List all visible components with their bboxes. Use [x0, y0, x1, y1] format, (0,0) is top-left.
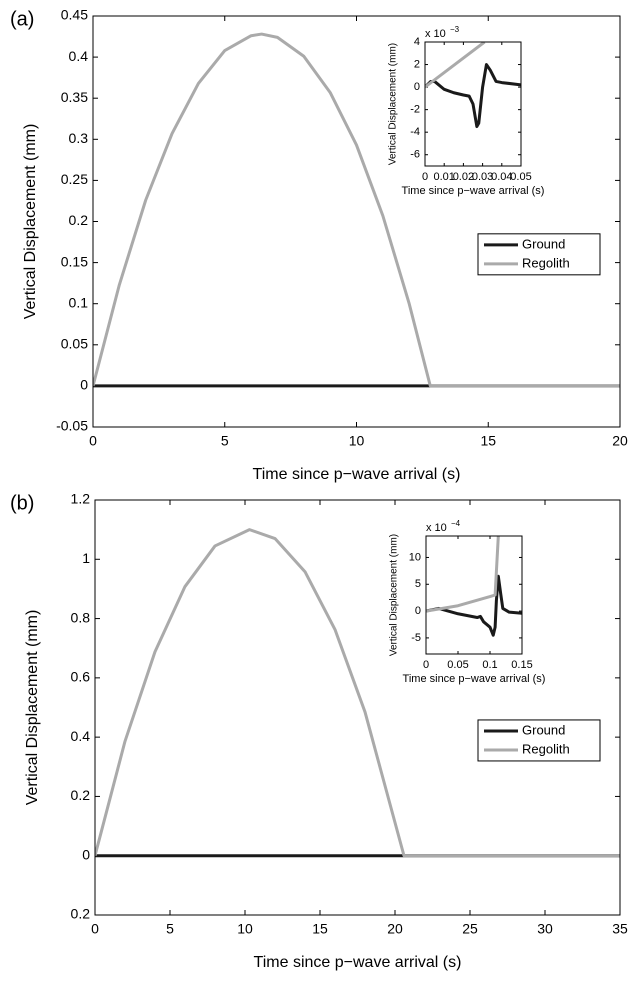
- exponent-power: −4: [451, 519, 461, 528]
- x-tick-label: 0.1: [482, 659, 497, 671]
- legend-label: Ground: [522, 722, 565, 737]
- x-axis-label: Time since p−wave arrival (s): [253, 466, 461, 483]
- y-tick-label: 0.05: [61, 336, 88, 352]
- y-tick-label: 0: [82, 846, 90, 862]
- series-line: [426, 574, 522, 637]
- x-tick-label: 30: [537, 921, 553, 937]
- y-tick-label: 0.2: [71, 906, 91, 922]
- exponent-power: −3: [450, 25, 460, 34]
- y-tick-label: 0.45: [61, 7, 88, 23]
- y-tick-label: 0.4: [69, 48, 89, 64]
- x-tick-label: 25: [462, 921, 478, 937]
- chart: 0 0.010.020.030.040.05 -6 -4 -2 0 2 4 Time since…: [388, 25, 545, 197]
- y-tick-label: -0.05: [56, 418, 88, 434]
- lines: [426, 536, 522, 637]
- x-tick-label: 10: [237, 921, 253, 937]
- panel-label: (b): [10, 492, 34, 514]
- legend-label: Ground: [522, 236, 565, 251]
- chart: 0 5 10 15 20-0.0500.050.10.150.20.250.30.350…: [10, 7, 628, 484]
- x-tick-label: 15: [480, 433, 496, 449]
- plot-area: [93, 16, 620, 427]
- x-axis-label: Time since p−wave arrival (s): [402, 185, 545, 197]
- x-tick-label: 5: [166, 921, 174, 937]
- x-tick-label: 15: [312, 921, 328, 937]
- legend-label: Regolith: [522, 255, 570, 270]
- y-tick-label: -4: [410, 126, 420, 138]
- y-tick-label: 5: [415, 578, 421, 590]
- y-tick-label: 0.2: [69, 212, 89, 228]
- y-axis-label: Vertical Displacement (mm): [22, 124, 39, 320]
- y-tick-label: -5: [411, 632, 421, 644]
- y-axis-label: Vertical Displacement (mm): [388, 43, 399, 165]
- axes-frame: [94, 499, 621, 916]
- x-tick-label: 0: [422, 171, 428, 183]
- y-tick-label: 0.6: [71, 669, 91, 685]
- y-tick-label: -6: [410, 149, 420, 161]
- y-tick-label: 0.3: [69, 130, 89, 146]
- series-line: [425, 42, 486, 89]
- y-tick-label: 0.25: [61, 171, 88, 187]
- legend-label: Regolith: [522, 741, 570, 756]
- y-tick-label: 4: [414, 36, 420, 48]
- y-tick-label: 0.15: [61, 253, 88, 269]
- y-tick-label: 0.4: [71, 728, 91, 744]
- x-tick-label: 0.01: [433, 171, 454, 183]
- y-tick-label: 10: [409, 551, 421, 563]
- y-tick-label: 2: [414, 58, 420, 70]
- y-tick-label: -2: [410, 104, 420, 116]
- x-tick-label: 0: [89, 433, 97, 449]
- y-tick-label: 0.35: [61, 89, 88, 105]
- legend-box: [477, 233, 601, 276]
- x-tick-label: 0: [423, 659, 429, 671]
- x-tick-label: 35: [612, 921, 628, 937]
- y-tick-label: 0: [80, 377, 88, 393]
- panel-label: (a): [10, 8, 34, 30]
- exponent-label: x 10: [426, 522, 447, 534]
- y-tick-label: 0.1: [69, 294, 89, 310]
- y-tick-label: 1.2: [71, 491, 91, 507]
- x-tick-label: 0.05: [447, 659, 468, 671]
- x-axis-label: Time since p−wave arrival (s): [254, 954, 462, 971]
- x-tick-label: 10: [349, 433, 365, 449]
- y-tick-label: 1: [82, 550, 90, 566]
- x-tick-label: 0.05: [510, 171, 531, 183]
- y-axis-label: Vertical Displacement (mm): [24, 610, 41, 806]
- x-tick-label: 0.04: [491, 171, 512, 183]
- series-line: [93, 32, 620, 388]
- y-tick-label: 0: [415, 605, 421, 617]
- y-tick-label: 0: [414, 81, 420, 93]
- y-tick-label: 0.2: [71, 787, 91, 803]
- x-tick-label: 5: [221, 433, 229, 449]
- exponent-label: x 10: [425, 28, 446, 40]
- x-tick-label: 0.02: [453, 171, 474, 183]
- series-line: [426, 536, 500, 613]
- x-axis-label: Time since p−wave arrival (s): [403, 673, 546, 685]
- x-tick-label: 20: [612, 433, 628, 449]
- x-tick-label: 0.15: [511, 659, 532, 671]
- series-line: [95, 528, 620, 858]
- plot-area: [426, 536, 522, 654]
- x-tick-label: 0: [91, 921, 99, 937]
- x-tick-label: 20: [387, 921, 403, 937]
- lines: [93, 32, 620, 388]
- x-tick-label: 0.03: [472, 171, 493, 183]
- axes-frame: [92, 15, 621, 428]
- legend-box: [477, 719, 601, 762]
- y-tick-label: 0.8: [71, 609, 91, 625]
- lines: [425, 42, 521, 129]
- axes-frame: [424, 41, 522, 167]
- chart: 0 0.05 0.1 0.15 -5 0 5 10 Time since p−wave arri…: [389, 519, 546, 685]
- plot-area: [95, 500, 620, 915]
- axes-frame: [425, 535, 523, 655]
- y-axis-label: Vertical Displacement (mm): [389, 534, 400, 656]
- series-line: [425, 63, 521, 129]
- lines: [95, 528, 620, 858]
